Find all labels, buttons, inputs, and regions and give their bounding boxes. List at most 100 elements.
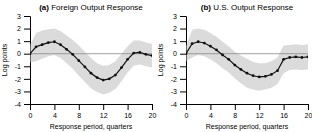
panel: 048121620-4-3-2-10123(a) Foreign Output … <box>1 3 156 131</box>
tick-label: 8 <box>77 112 81 119</box>
tick-label: -4 <box>15 101 21 108</box>
tick: 20 <box>149 104 157 119</box>
tick: -1 <box>15 63 30 70</box>
point <box>264 75 267 78</box>
tick-label: 0 <box>29 112 33 119</box>
tick-mark <box>210 104 211 110</box>
tick-label: 8 <box>233 112 237 119</box>
tick-label: -3 <box>171 88 177 95</box>
point <box>197 40 200 43</box>
tick: 0 <box>185 104 189 119</box>
tick: -3 <box>15 88 30 95</box>
tick: 2 <box>173 25 186 32</box>
point <box>209 45 212 48</box>
tick-mark <box>24 41 30 42</box>
confidence-band <box>186 29 308 91</box>
tick-label: 20 <box>149 112 157 119</box>
point <box>108 77 111 80</box>
point <box>84 66 87 69</box>
tick: 3 <box>17 13 30 20</box>
tick-mark <box>24 91 30 92</box>
point <box>30 52 31 55</box>
tick-label: -3 <box>15 88 21 95</box>
point <box>276 69 279 72</box>
tick: -4 <box>15 101 30 108</box>
point <box>65 48 68 51</box>
tick: 0 <box>173 50 186 57</box>
tick-label: 20 <box>305 112 312 119</box>
tick-mark <box>259 104 260 110</box>
point <box>270 73 273 76</box>
tick-label: 2 <box>17 25 21 32</box>
point <box>151 54 152 57</box>
axis-line <box>31 105 153 111</box>
point <box>102 79 105 82</box>
tick-mark <box>128 104 129 110</box>
point <box>294 55 297 58</box>
tick: -2 <box>15 76 30 83</box>
point <box>126 58 129 61</box>
tick-label: 3 <box>17 13 21 20</box>
point <box>132 52 135 55</box>
point <box>114 74 117 77</box>
axis-line <box>187 105 309 111</box>
point <box>301 56 304 59</box>
point <box>41 43 44 46</box>
tick-label: 1 <box>17 38 21 45</box>
tick-label: -2 <box>15 76 21 83</box>
tick-mark <box>103 104 104 110</box>
point <box>145 53 148 56</box>
y-axis-title: Log points <box>1 43 9 76</box>
point <box>246 72 249 75</box>
tick-mark <box>308 104 309 110</box>
tick-label: -1 <box>171 63 177 70</box>
tick: 0 <box>17 50 30 57</box>
point <box>215 49 218 52</box>
tick-mark <box>54 104 55 110</box>
point <box>258 76 261 79</box>
point <box>138 51 141 54</box>
plot-area <box>30 29 152 95</box>
tick-mark <box>180 91 186 92</box>
point <box>233 64 236 67</box>
point <box>240 68 243 71</box>
tick-label: 2 <box>173 25 177 32</box>
axis-line <box>180 17 187 105</box>
tick-label: 4 <box>53 112 57 119</box>
x-axis-title: Response period, quarters <box>50 123 133 131</box>
axis-line <box>24 17 31 105</box>
tick: 0 <box>29 104 33 119</box>
tick-mark <box>180 29 186 30</box>
tick: -2 <box>171 76 186 83</box>
point <box>71 53 74 56</box>
tick-label: 4 <box>209 112 213 119</box>
tick: 12 <box>100 104 108 119</box>
y-axis: -4 -3 -2 -1 0 1 2 3 <box>171 13 187 108</box>
point <box>47 41 50 44</box>
title: (b) U.S. Output Response <box>201 3 294 12</box>
tick-mark <box>24 54 30 55</box>
tick-mark <box>180 54 186 55</box>
tick: 12 <box>256 104 264 119</box>
tick-label: -4 <box>171 101 177 108</box>
point <box>186 52 187 55</box>
tick-label: 0 <box>173 50 177 57</box>
x-axis: 048121620 <box>29 104 157 119</box>
point <box>252 74 255 77</box>
tick-label: -2 <box>171 76 177 83</box>
tick-mark <box>79 104 80 110</box>
tick-label: 1 <box>173 38 177 45</box>
mean-line <box>30 42 152 80</box>
tick-label: -1 <box>15 63 21 70</box>
tick-mark <box>24 66 30 67</box>
tick: -3 <box>171 88 186 95</box>
tick-mark <box>24 16 30 17</box>
tick: 4 <box>209 104 213 119</box>
tick: 1 <box>17 38 30 45</box>
tick: -4 <box>171 101 186 108</box>
mean-line <box>186 42 308 77</box>
tick-label: 16 <box>280 112 288 119</box>
tick: 4 <box>53 104 57 119</box>
tick-label: 3 <box>173 13 177 20</box>
zero-line <box>186 53 308 54</box>
